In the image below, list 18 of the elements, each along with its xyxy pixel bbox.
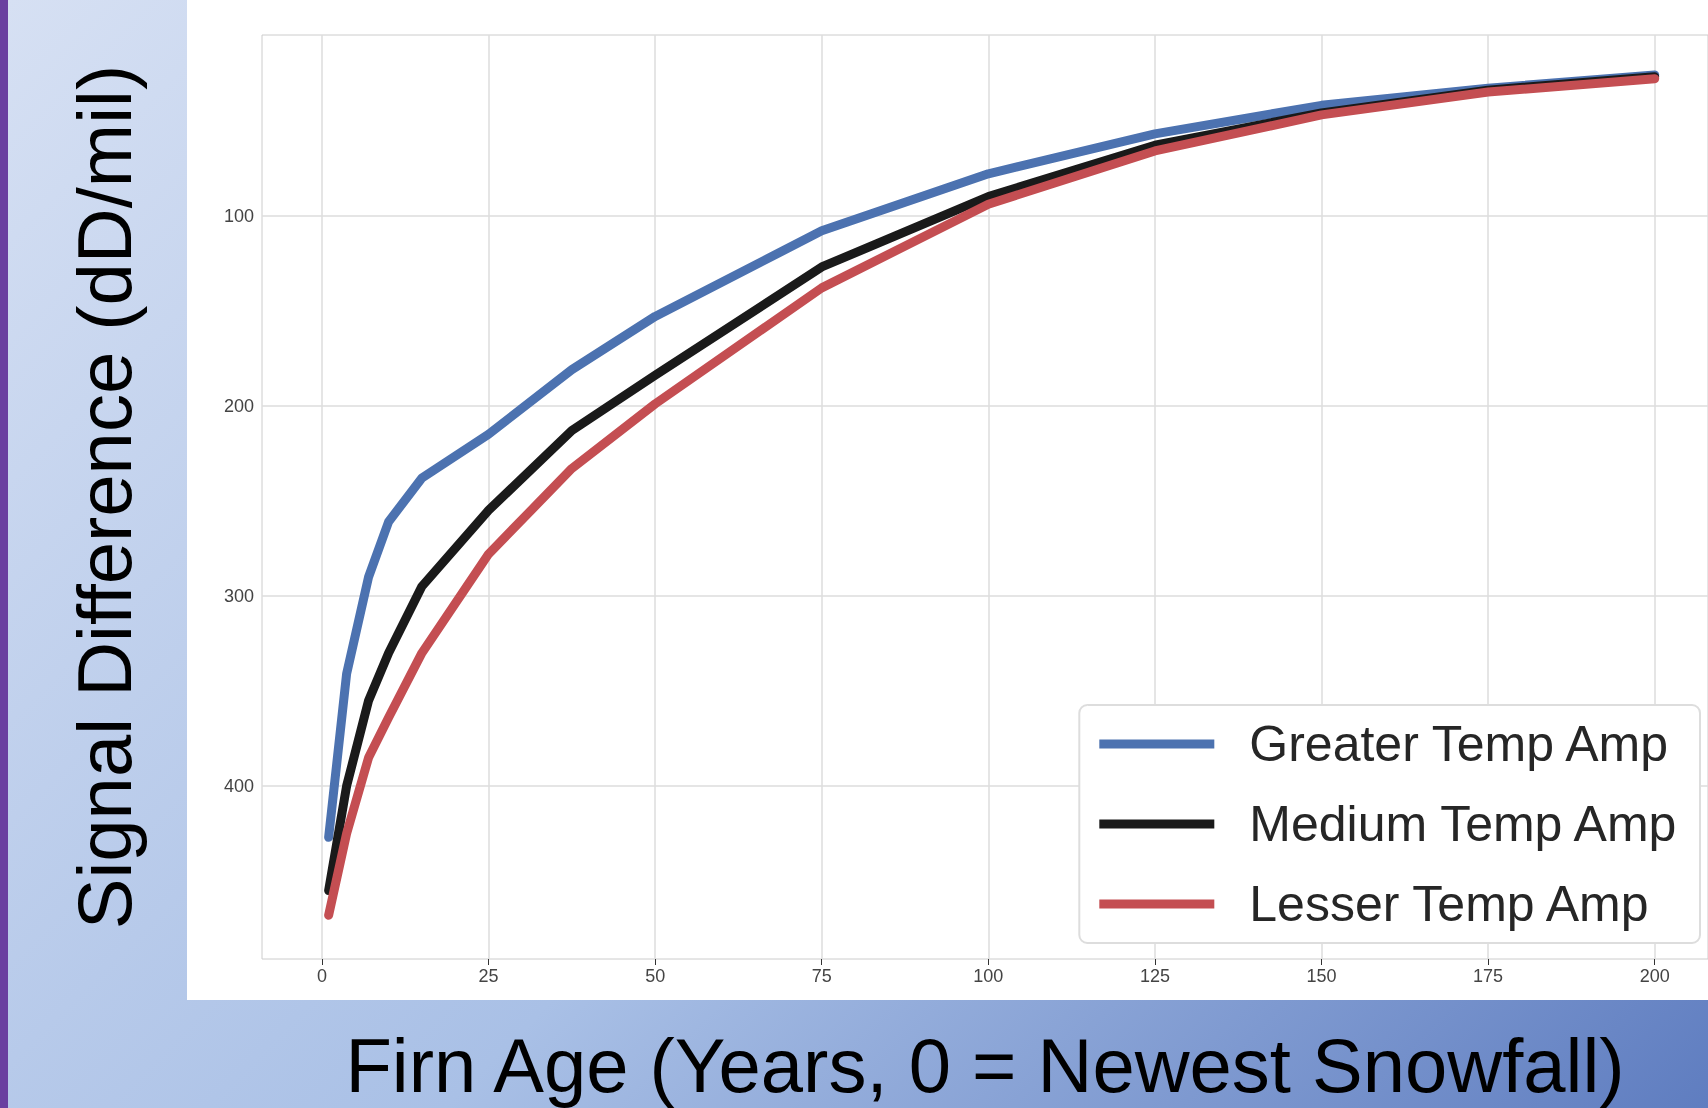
legend-label: Medium Temp Amp [1249, 796, 1677, 852]
y-tick-label: 200 [223, 395, 254, 416]
x-tick-label: 25 [478, 966, 499, 986]
legend-label: Greater Temp Amp [1249, 716, 1669, 772]
x-tick-label: 150 [1306, 966, 1337, 986]
y-axis-title: Signal Difference (dD/mil) [61, 64, 147, 930]
x-tick-label: 200 [1639, 966, 1670, 986]
x-axis-title: Firn Age (Years, 0 = Newest Snowfall) [345, 1022, 1625, 1108]
x-tick-label: 100 [973, 966, 1004, 986]
y-tick-label: 100 [223, 205, 254, 226]
x-tick-label: 175 [1473, 966, 1504, 986]
legend-label: Lesser Temp Amp [1249, 876, 1649, 932]
y-tick-label: 400 [223, 775, 254, 796]
x-tick-label: 125 [1139, 966, 1170, 986]
x-tick-label: 50 [645, 966, 666, 986]
x-tick-label: 0 [316, 966, 327, 986]
x-tick-label: 75 [811, 966, 832, 986]
y-tick-label: 300 [223, 585, 254, 606]
